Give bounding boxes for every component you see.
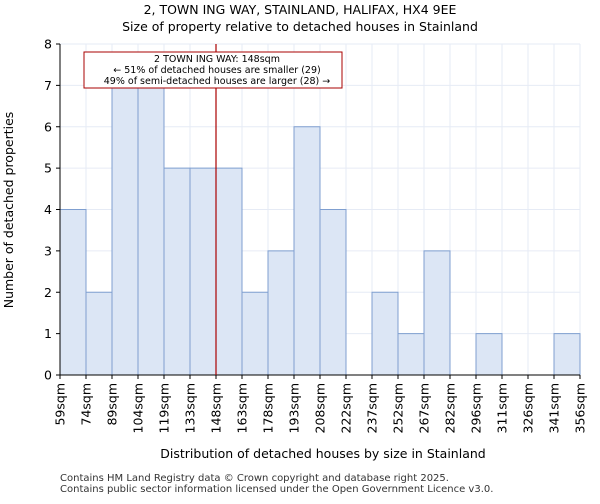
bar — [85, 291, 113, 376]
annotation-line-1: 2 TOWN ING WAY: 148sqm — [154, 54, 280, 65]
x-tick-label: 148sqm — [209, 383, 224, 433]
bar — [475, 333, 503, 376]
y-tick-label: 8 — [44, 37, 52, 52]
bars-layer — [59, 84, 581, 376]
bar — [319, 209, 347, 376]
x-tick-label: 237sqm — [365, 383, 380, 433]
y-tick-label: 7 — [44, 78, 52, 93]
x-tick-label: 208sqm — [313, 383, 328, 433]
x-tick-label: 296sqm — [469, 383, 484, 433]
x-tick-label: 163sqm — [235, 383, 250, 433]
x-tick-label: 282sqm — [443, 383, 458, 433]
bar — [371, 291, 399, 376]
x-tick-label: 311sqm — [495, 383, 510, 433]
y-tick-label: 3 — [44, 243, 52, 258]
x-ticks: 59sqm 74sqm 89sqm 104sqm 119sqm 133sqm 148sqm 1… — [53, 375, 588, 433]
y-tick-label: 4 — [44, 202, 52, 217]
annotation-line-3: 49% of semi-detached houses are larger (… — [104, 76, 331, 87]
x-tick-label: 74sqm — [79, 383, 94, 426]
y-tick-label: 0 — [44, 368, 52, 383]
bar — [423, 250, 451, 376]
x-tick-label: 356sqm — [573, 383, 588, 433]
x-tick-label: 133sqm — [183, 383, 198, 433]
x-tick-label: 119sqm — [157, 383, 172, 433]
y-tick-label: 1 — [44, 326, 52, 341]
y-tick-label: 6 — [44, 119, 52, 134]
bar — [137, 84, 165, 376]
y-tick-label: 2 — [44, 285, 52, 300]
bar — [59, 209, 87, 376]
bar — [163, 167, 191, 376]
chart-title: 2, TOWN ING WAY, STAINLAND, HALIFAX, HX4… — [144, 2, 457, 17]
x-tick-label: 104sqm — [131, 383, 146, 433]
x-axis-label: Distribution of detached houses by size … — [160, 446, 485, 461]
bar — [397, 333, 425, 376]
footer: Contains HM Land Registry data © Crown c… — [60, 473, 493, 495]
x-tick-label: 252sqm — [391, 383, 406, 433]
bar — [553, 333, 581, 376]
x-tick-label: 59sqm — [53, 383, 68, 426]
x-tick-label: 178sqm — [261, 383, 276, 433]
x-tick-label: 193sqm — [287, 383, 302, 433]
x-tick-label: 326sqm — [521, 383, 536, 433]
bar — [293, 126, 321, 376]
annotation-box: 2 TOWN ING WAY: 148sqm ← 51% of detached… — [83, 51, 343, 89]
bar — [111, 84, 139, 376]
x-tick-label: 341sqm — [547, 383, 562, 433]
annotation-line-2: ← 51% of detached houses are smaller (29… — [113, 65, 320, 76]
annotation-border — [83, 51, 343, 89]
bar — [215, 167, 243, 376]
x-tick-label: 89sqm — [105, 383, 120, 426]
footer-line-1: Contains HM Land Registry data © Crown c… — [60, 473, 449, 484]
y-tick-label: 5 — [44, 161, 52, 176]
y-ticks: 0 1 2 3 4 5 6 7 8 — [44, 37, 60, 383]
bar — [189, 167, 217, 376]
bar — [267, 250, 295, 376]
x-tick-label: 222sqm — [339, 383, 354, 433]
chart-subtitle: Size of property relative to detached ho… — [122, 19, 478, 34]
y-axis-label: Number of detached properties — [1, 112, 16, 309]
bar — [241, 291, 269, 376]
x-tick-label: 267sqm — [417, 383, 432, 433]
footer-line-2: Contains public sector information licen… — [60, 484, 494, 495]
